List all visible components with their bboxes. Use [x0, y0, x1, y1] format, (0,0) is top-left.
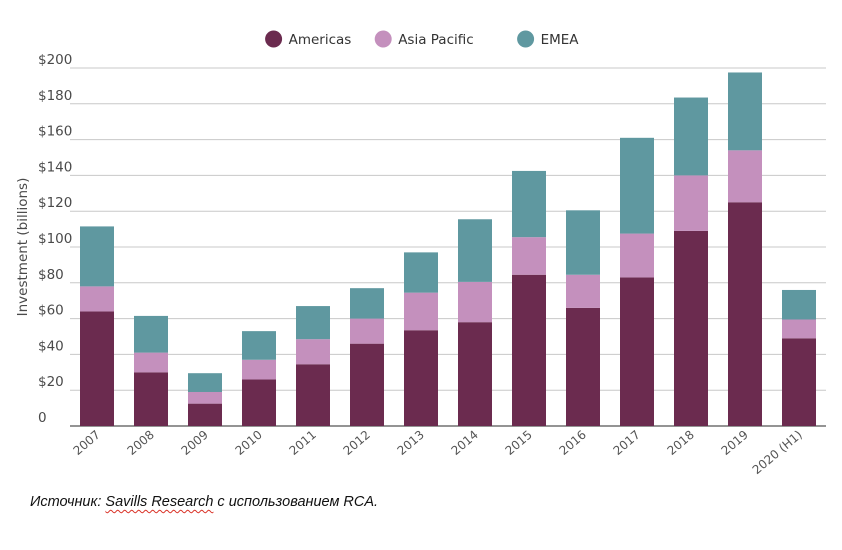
bar-emea-2014 [458, 219, 492, 282]
bar-asia-pacific-2013 [404, 292, 438, 331]
bar-americas-2013 [404, 330, 438, 426]
bar-emea-2018 [674, 97, 708, 176]
bar-americas-2016 [566, 307, 600, 426]
source-suffix: с использованием RCA. [213, 494, 379, 510]
bar-asia-pacific-2012 [350, 318, 384, 344]
x-tick-label: 2015 [503, 428, 535, 458]
y-axis-title: Investment (billions) [15, 178, 31, 317]
legend-swatch-emea [517, 30, 535, 48]
bar-emea-2011 [296, 306, 330, 340]
y-tick-label: $140 [38, 159, 72, 175]
bar-emea-2020-h1 [782, 289, 816, 320]
bar-americas-2010 [242, 379, 276, 426]
y-tick-label: $60 [38, 303, 64, 319]
x-tick-label: 2014 [449, 428, 481, 458]
x-tick-label: 2013 [395, 428, 427, 458]
bar-americas-2017 [620, 277, 654, 426]
x-tick-label: 2007 [71, 428, 103, 458]
legend-swatch-asia-pacific [374, 30, 392, 48]
x-tick-label: 2017 [611, 428, 643, 458]
source-brand: Savills Research [105, 494, 214, 510]
bar-americas-2020-h1 [782, 338, 816, 426]
y-tick-label: $200 [38, 52, 72, 68]
x-tick-label: 2019 [719, 428, 751, 458]
y-tick-label: $100 [38, 231, 72, 247]
x-tick-label: 2009 [179, 428, 211, 458]
bar-americas-2014 [458, 322, 492, 426]
legend-label-americas: Americas [289, 32, 352, 48]
bar-emea-2010 [242, 331, 276, 360]
bar-asia-pacific-2009 [188, 391, 222, 404]
bar-emea-2013 [404, 252, 438, 293]
bar-emea-2017 [620, 137, 654, 234]
y-tick-label: $120 [38, 195, 72, 211]
source-note: Источник: Savills Research с использован… [30, 494, 378, 510]
bar-asia-pacific-2015 [512, 237, 546, 275]
bar-asia-pacific-2014 [458, 281, 492, 323]
bar-asia-pacific-2019 [728, 150, 762, 203]
legend-swatch-americas [265, 30, 283, 48]
y-axis: 0 $20 $40 $60 $80 $100 $120 $140 $160 $180 $200 [38, 52, 72, 426]
bar-americas-2008 [134, 372, 168, 426]
bar-asia-pacific-2018 [674, 175, 708, 231]
x-tick-label: 2020 (H1) [750, 428, 805, 478]
bar-americas-2009 [188, 403, 222, 426]
x-axis: 2007 2008 2009 2010 2011 2012 2013 2014 2015 2016… [71, 428, 805, 478]
bar-asia-pacific-2007 [80, 286, 114, 312]
bar-asia-pacific-2011 [296, 339, 330, 365]
bar-asia-pacific-2008 [134, 352, 168, 373]
legend: Americas Asia Pacific EMEA [265, 30, 580, 48]
bar-emea-2009 [188, 373, 222, 392]
legend-label-asia-pacific: Asia Pacific [398, 32, 474, 48]
y-tick-label: $180 [38, 88, 72, 104]
source-prefix: Источник: [30, 494, 106, 510]
bar-americas-2012 [350, 343, 384, 426]
bar-asia-pacific-2016 [566, 274, 600, 308]
bar-americas-2007 [80, 311, 114, 426]
bar-emea-2019 [728, 72, 762, 151]
bar-emea-2015 [512, 170, 546, 238]
bar-americas-2019 [728, 202, 762, 426]
y-tick-label: $80 [38, 267, 64, 283]
bar-americas-2018 [674, 230, 708, 426]
y-tick-label: 0 [38, 410, 47, 426]
bar-americas-2011 [296, 364, 330, 426]
x-tick-label: 2008 [125, 428, 157, 458]
x-tick-label: 2011 [287, 428, 319, 458]
bar-emea-2012 [350, 288, 384, 319]
y-tick-label: $160 [38, 124, 72, 140]
y-tick-label: $20 [38, 374, 64, 390]
bar-americas-2015 [512, 274, 546, 426]
x-tick-label: 2010 [233, 428, 265, 458]
x-tick-label: 2016 [557, 428, 589, 458]
bar-asia-pacific-2010 [242, 359, 276, 380]
bar-emea-2008 [134, 315, 168, 353]
bar-asia-pacific-2020-h1 [782, 319, 816, 339]
x-tick-label: 2012 [341, 428, 373, 458]
bar-emea-2016 [566, 210, 600, 275]
bars [80, 72, 816, 426]
y-tick-label: $40 [38, 338, 64, 354]
gridlines [70, 67, 826, 427]
bar-asia-pacific-2017 [620, 233, 654, 278]
x-tick-label: 2018 [665, 428, 697, 458]
bar-emea-2007 [80, 226, 114, 287]
legend-label-emea: EMEA [541, 32, 580, 48]
